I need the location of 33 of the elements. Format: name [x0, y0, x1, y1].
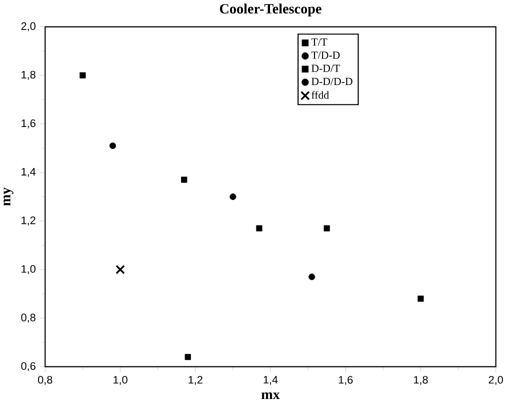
point	[308, 274, 316, 280]
x-tick-label: 1,2	[188, 376, 202, 386]
x-tick-label: 0,8	[38, 376, 52, 386]
y-tick-label: 1,2	[22, 216, 36, 226]
y-tick-label: 0,8	[21, 314, 36, 323]
legend-label: T/T	[311, 38, 328, 46]
x-tick-label: 1,8	[414, 376, 428, 386]
legend-label: D-D/T	[311, 64, 340, 72]
y-tick-label: 1,8	[22, 71, 36, 80]
x-tick-label: 1,6	[338, 376, 353, 386]
y-tick-label: 0,6	[21, 362, 36, 372]
point	[418, 296, 424, 302]
x-axis-title: mx	[261, 392, 280, 400]
chart-title: Cooler-Telescope	[220, 4, 322, 17]
x-tick-label: 2,0	[488, 376, 503, 386]
point	[181, 176, 188, 183]
point	[116, 265, 125, 274]
y-tick-label: 1,4	[22, 168, 36, 178]
point	[80, 72, 86, 79]
y-tick-label: 2,0	[21, 22, 36, 32]
point	[109, 142, 116, 150]
point	[324, 225, 330, 232]
y-tick-label: 1,6	[22, 120, 36, 129]
y-tick-label: 1,0	[22, 265, 36, 274]
point	[184, 354, 191, 360]
point	[256, 225, 262, 232]
x-tick-label: 1,0	[114, 376, 128, 386]
legend-label: T/D-D	[311, 52, 340, 60]
y-axis-title: my	[4, 188, 14, 206]
legend-label: ffdd	[312, 91, 329, 99]
x-tick-label: 1,4	[264, 376, 278, 385]
point	[230, 194, 236, 200]
legend-label: D-D/D-D	[311, 78, 352, 86]
